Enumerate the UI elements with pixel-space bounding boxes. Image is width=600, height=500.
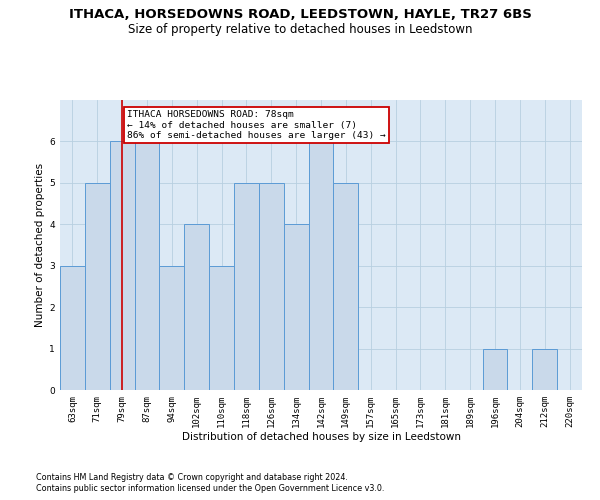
- Text: Distribution of detached houses by size in Leedstown: Distribution of detached houses by size …: [182, 432, 461, 442]
- Bar: [532, 348, 557, 390]
- Text: Contains HM Land Registry data © Crown copyright and database right 2024.: Contains HM Land Registry data © Crown c…: [36, 472, 348, 482]
- Bar: [134, 142, 160, 390]
- Y-axis label: Number of detached properties: Number of detached properties: [35, 163, 45, 327]
- Bar: [234, 183, 259, 390]
- Bar: [209, 266, 234, 390]
- Bar: [482, 348, 508, 390]
- Bar: [259, 183, 284, 390]
- Text: ITHACA HORSEDOWNS ROAD: 78sqm
← 14% of detached houses are smaller (7)
86% of se: ITHACA HORSEDOWNS ROAD: 78sqm ← 14% of d…: [127, 110, 386, 140]
- Bar: [284, 224, 308, 390]
- Text: ITHACA, HORSEDOWNS ROAD, LEEDSTOWN, HAYLE, TR27 6BS: ITHACA, HORSEDOWNS ROAD, LEEDSTOWN, HAYL…: [68, 8, 532, 20]
- Text: Size of property relative to detached houses in Leedstown: Size of property relative to detached ho…: [128, 24, 472, 36]
- Bar: [85, 183, 110, 390]
- Text: Contains public sector information licensed under the Open Government Licence v3: Contains public sector information licen…: [36, 484, 385, 493]
- Bar: [110, 142, 134, 390]
- Bar: [334, 183, 358, 390]
- Bar: [184, 224, 209, 390]
- Bar: [60, 266, 85, 390]
- Bar: [308, 142, 334, 390]
- Bar: [160, 266, 184, 390]
